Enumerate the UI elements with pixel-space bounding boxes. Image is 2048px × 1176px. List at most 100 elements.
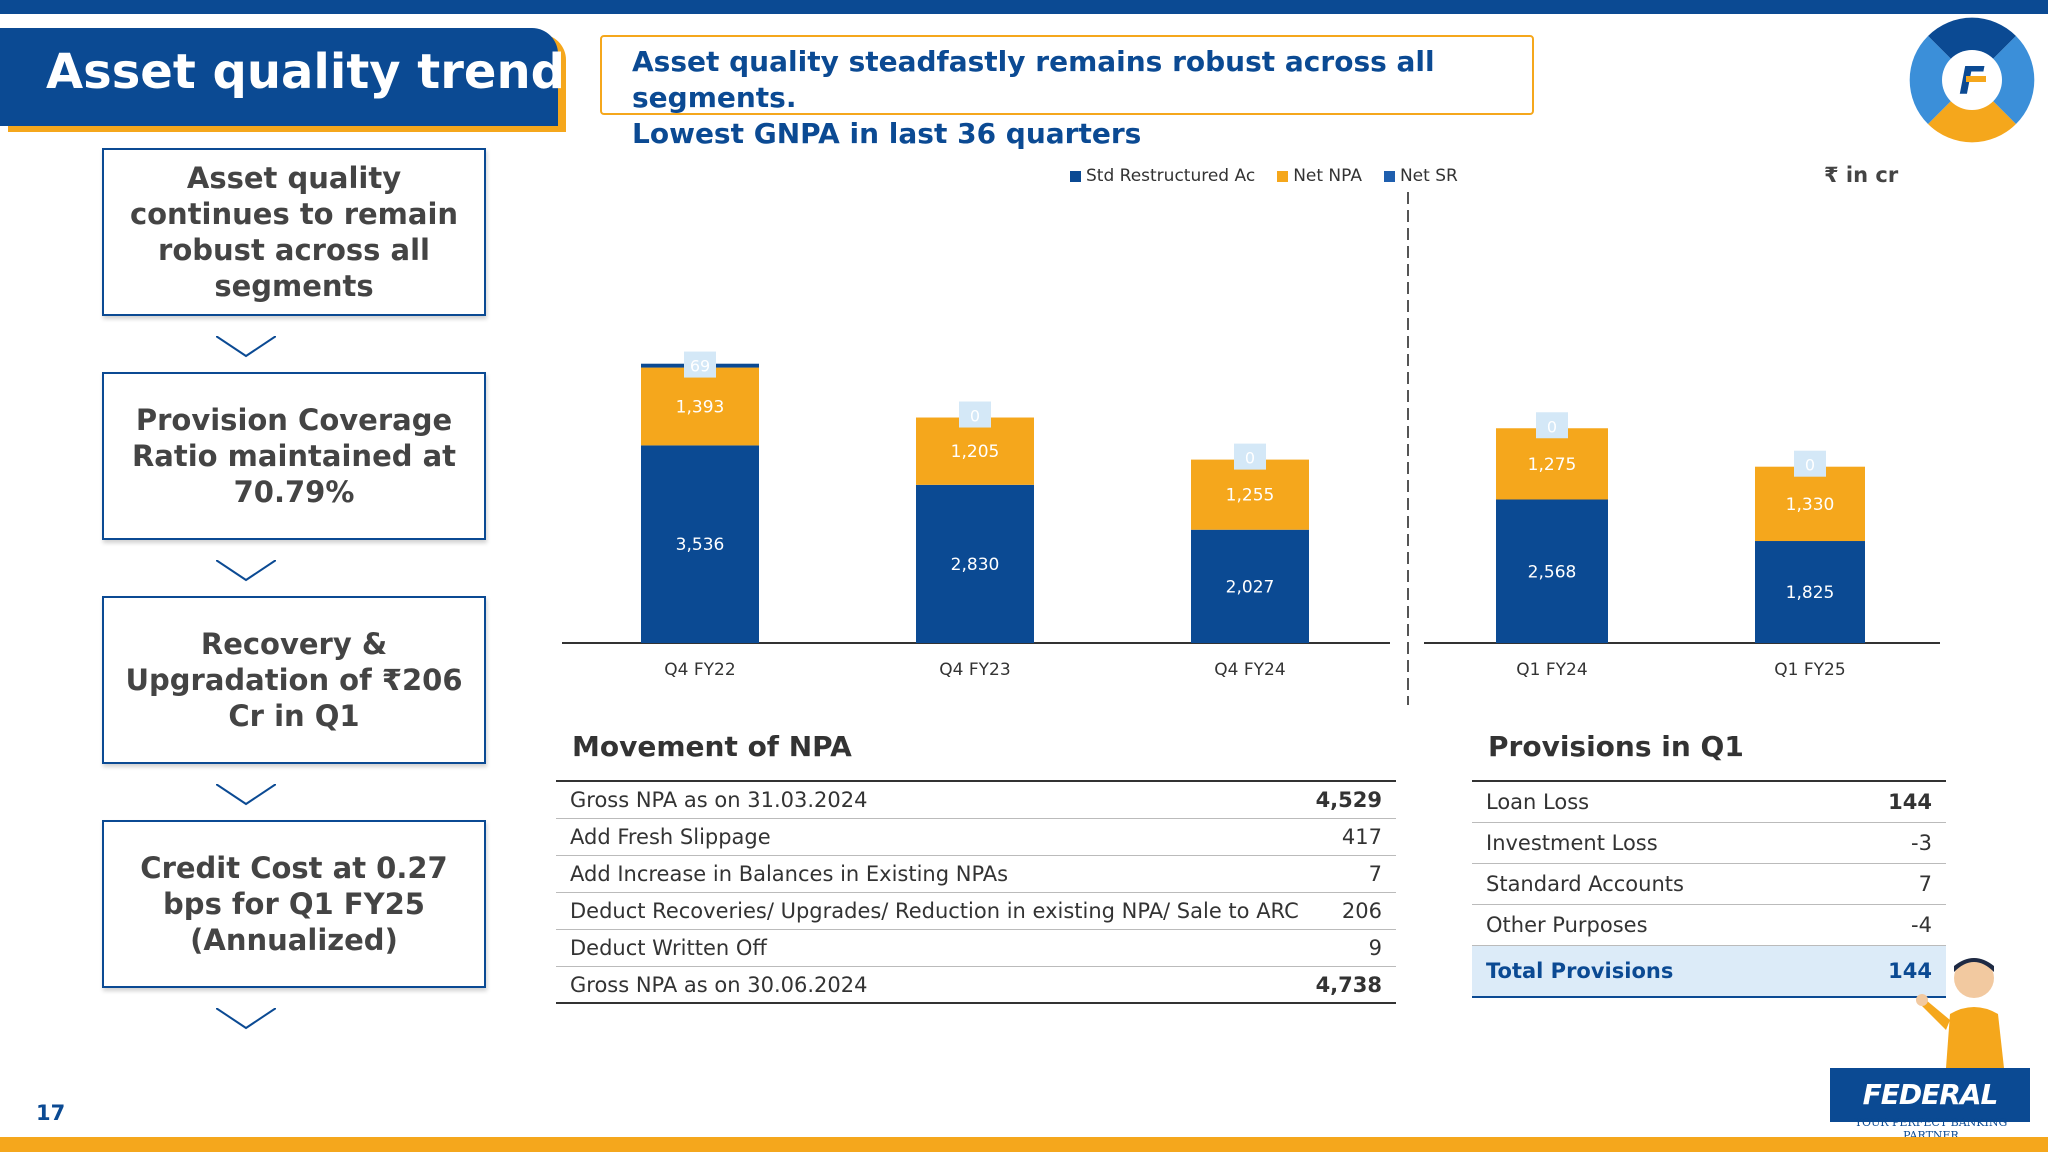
callout-recovery: Recovery & Upgradation of ₹206 Cr in Q1 <box>102 596 486 806</box>
row-label: Standard Accounts <box>1486 872 1684 896</box>
mascot-illustration-icon <box>1916 958 2004 1068</box>
row-value: 144 <box>1888 790 1932 814</box>
federal-bank-logo: FEDERAL BANK <box>1830 1068 2030 1165</box>
provision-row: Investment Loss -3 <box>1472 823 1946 864</box>
x-tick-label: Q1 FY25 <box>1774 660 1845 680</box>
npa-table-row: Deduct Recoveries/ Upgrades/ Reduction i… <box>556 893 1396 930</box>
legend-swatch <box>1383 170 1395 182</box>
row-value: 4,529 <box>1315 788 1382 812</box>
data-label-net-npa: 1,330 <box>1786 495 1835 515</box>
data-label-net-sr: 2,568 <box>1528 562 1577 582</box>
bar-net-sr <box>1191 529 1309 643</box>
row-label: Gross NPA as on 31.03.2024 <box>570 788 868 812</box>
callout-credit-cost: Credit Cost at 0.27 bps for Q1 FY25 (Ann… <box>102 820 486 1030</box>
data-label-net-npa: 1,255 <box>1226 486 1275 506</box>
callout-text: Recovery & Upgradation of ₹206 Cr in Q1 <box>125 627 463 733</box>
npa-table-row: Deduct Written Off 9 <box>556 930 1396 967</box>
npa-movement-table: Gross NPA as on 31.03.2024 4,529 Add Fresh… <box>556 780 1396 1004</box>
page-title: Asset quality trends <box>46 44 594 100</box>
unit-label: ₹ in cr <box>1824 163 1899 187</box>
top-accent-bar <box>0 0 2048 14</box>
row-value: -3 <box>1911 831 1932 855</box>
x-tick-label: Q4 FY23 <box>939 660 1010 680</box>
row-value: 144 <box>1888 959 1932 983</box>
legend-item: Net NPA <box>1277 166 1362 186</box>
legend-label: Std Restructured Ac <box>1086 166 1256 186</box>
row-label: Add Increase in Balances in Existing NPA… <box>570 862 1009 886</box>
chart-legend: Std Restructured Ac Net NPA Net SR <box>1070 166 1458 186</box>
data-label-net-sr: 2,830 <box>951 555 1000 575</box>
npa-table-row: Gross NPA as on 30.06.2024 4,738 <box>556 967 1396 1004</box>
bar-net-sr <box>916 484 1034 643</box>
bar-net-sr <box>641 445 759 643</box>
provisions-title: Provisions in Q1 <box>1488 730 1744 763</box>
data-label-bg <box>1536 412 1568 439</box>
row-label: Deduct Recoveries/ Upgrades/ Reduction i… <box>570 899 1299 923</box>
row-value: 4,738 <box>1315 972 1382 997</box>
npa-table-row: Add Fresh Slippage 417 <box>556 819 1396 856</box>
x-tick-label: Q4 FY24 <box>1214 660 1285 680</box>
row-label: Loan Loss <box>1486 790 1590 814</box>
provision-row: Other Purposes -4 <box>1472 905 1946 946</box>
provisions-table: Loan Loss 144 Investment Loss -3 Standard Ac… <box>1472 780 1946 998</box>
npa-movement-title: Movement of NPA <box>572 730 852 763</box>
row-value: 417 <box>1341 825 1382 849</box>
legend-item: Net SR <box>1383 166 1458 186</box>
row-value: 206 <box>1341 899 1382 923</box>
bar-net-sr <box>1496 499 1608 643</box>
bar-net-npa <box>1496 428 1608 500</box>
legend-swatch <box>1070 170 1081 182</box>
data-label-bg <box>1794 450 1826 477</box>
row-label: Other Purposes <box>1486 913 1648 937</box>
provision-row: Standard Accounts 7 <box>1472 864 1946 905</box>
legend-label: Net NPA <box>1293 166 1362 186</box>
data-label-std-restructured: 69 <box>690 357 710 376</box>
data-label-net-npa: 1,275 <box>1528 455 1577 475</box>
callout-asset-quality: Asset quality continues to remain robust… <box>102 148 486 358</box>
data-label-std-restructured: 0 <box>1245 449 1255 468</box>
data-label-bg <box>1234 443 1266 470</box>
callout-text: Asset quality continues to remain robust… <box>129 161 459 303</box>
npa-stacked-bar-chart: 3,536 1,393 69 Q4 FY22 2,830 1,205 0 Q4 FY23 2,0… <box>562 192 1940 705</box>
bar-net-npa <box>641 367 759 446</box>
callout-text: Provision Coverage Ratio maintained at 7… <box>131 403 457 509</box>
data-label-std-restructured: 0 <box>1805 456 1815 475</box>
row-label: Investment Loss <box>1486 831 1658 855</box>
bar-net-sr <box>1755 541 1865 643</box>
npa-table-row: Add Increase in Balances in Existing NPA… <box>556 856 1396 893</box>
npa-table-row: Gross NPA as on 31.03.2024 4,529 <box>556 782 1396 819</box>
headline-box: Asset quality steadfastly remains robust… <box>600 35 1534 150</box>
data-label-net-sr: 1,825 <box>1786 583 1835 603</box>
data-label-net-sr: 2,027 <box>1226 577 1275 597</box>
callout-text: Credit Cost at 0.27 bps for Q1 FY25 (Ann… <box>140 851 448 957</box>
legend-label: Net SR <box>1399 166 1458 186</box>
data-label-net-sr: 3,536 <box>676 535 725 555</box>
data-label-bg <box>959 401 991 428</box>
bar-net-npa <box>916 417 1034 485</box>
bar-net-npa <box>1755 466 1865 542</box>
row-label: Total Provisions <box>1486 959 1674 983</box>
headline-line-2: Lowest GNPA in last 36 quarters <box>632 117 1142 150</box>
bottom-accent-bar <box>0 1137 2048 1152</box>
legend-item: Std Restructured Ac <box>1070 166 1255 186</box>
data-label-bg <box>684 351 716 378</box>
data-label-net-npa: 1,205 <box>951 442 1000 462</box>
legend-swatch <box>1277 170 1289 182</box>
row-label: Gross NPA as on 30.06.2024 <box>570 972 868 997</box>
data-label-std-restructured: 0 <box>970 407 980 426</box>
headline-line-1: Asset quality steadfastly remains robust… <box>632 45 1435 114</box>
row-value: 9 <box>1368 936 1382 960</box>
data-label-std-restructured: 0 <box>1547 417 1557 436</box>
row-value: -4 <box>1911 913 1932 937</box>
title-banner <box>0 28 558 126</box>
row-value: 7 <box>1918 872 1932 896</box>
x-tick-label: Q1 FY24 <box>1516 660 1587 680</box>
row-label: Deduct Written Off <box>570 936 767 960</box>
federal-bank-emblem-icon: F <box>1909 17 2035 143</box>
data-label-net-npa: 1,393 <box>676 397 725 417</box>
total-provisions-row: Total Provisions 144 <box>1472 946 1946 998</box>
bar-net-npa <box>1191 459 1309 530</box>
x-tick-label: Q4 FY22 <box>664 660 735 680</box>
callout-pcr: Provision Coverage Ratio maintained at 7… <box>102 372 486 582</box>
provision-row: Loan Loss 144 <box>1472 782 1946 823</box>
